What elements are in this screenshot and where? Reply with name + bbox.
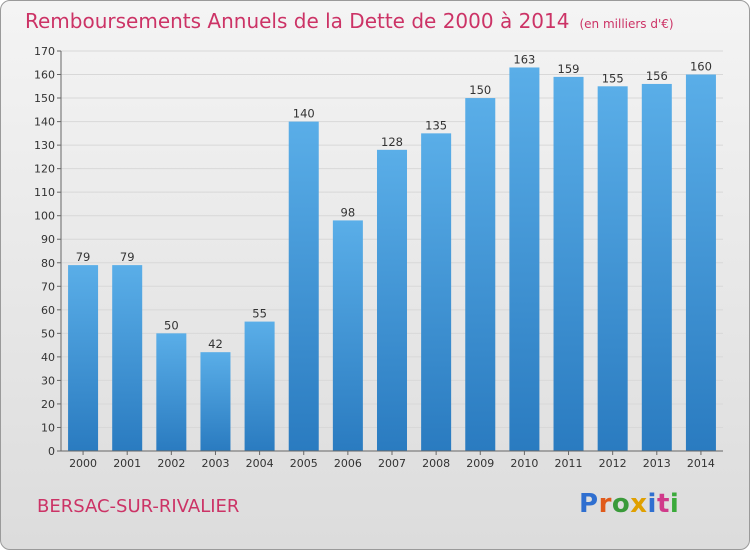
y-tick-label: 30 xyxy=(41,374,55,387)
bar-value-label-2012: 155 xyxy=(602,71,624,85)
commune-name: BERSAC-SUR-RIVALIER xyxy=(37,496,240,517)
bar-2002 xyxy=(156,333,187,451)
bar-value-label-2003: 42 xyxy=(208,337,223,351)
unit-note: (en milliers d'€) xyxy=(579,17,674,31)
bar-2004 xyxy=(244,321,275,451)
bar-2007 xyxy=(376,149,408,451)
bar-2010 xyxy=(509,67,540,452)
y-tick-label: 90 xyxy=(41,233,55,246)
x-tick-label-2012: 2012 xyxy=(599,457,627,470)
y-tick-label: 50 xyxy=(41,327,55,340)
y-tick-label: 100 xyxy=(34,210,55,223)
bars xyxy=(68,67,716,452)
bar-2005 xyxy=(288,121,319,452)
logo-letter: x xyxy=(630,489,648,519)
proxiti-logo: Proxiti xyxy=(579,489,679,519)
x-axis-tick-labels: 2000 2001 2002 2003 2004 2005 2006 2007 2008 2009… xyxy=(69,457,715,470)
bar-value-label-2007: 128 xyxy=(381,135,403,149)
logo-letter: i xyxy=(647,489,657,519)
bar-value-label-2005: 140 xyxy=(293,107,315,121)
bar-value-label-2004: 55 xyxy=(252,307,267,321)
bar-2013 xyxy=(641,83,672,452)
bar-value-label-2014: 160 xyxy=(690,60,712,74)
bar-value-labels: 79 79 50 42 55 140 98 128 135 150 163 159 155 156 160 xyxy=(76,52,712,351)
bar-value-label-2013: 156 xyxy=(646,69,668,83)
y-tick-label: 150 xyxy=(34,92,55,105)
axes xyxy=(60,51,723,455)
x-tick-label-2009: 2009 xyxy=(466,457,494,470)
logo-letter: r xyxy=(598,489,612,519)
x-tick-label-2010: 2010 xyxy=(510,457,538,470)
y-tick-label: 120 xyxy=(34,163,55,176)
logo-letter: t xyxy=(656,489,670,519)
x-tick-label-2005: 2005 xyxy=(290,457,318,470)
y-tick-label: 130 xyxy=(34,139,55,152)
bar-2014 xyxy=(685,74,716,451)
y-tick-label: 70 xyxy=(41,280,55,293)
logo-letter: i xyxy=(669,489,680,519)
bar-2009 xyxy=(465,98,496,451)
bar-2000 xyxy=(68,265,99,451)
logo-letter: P xyxy=(579,489,599,519)
bar-2012 xyxy=(597,86,628,451)
y-tick-label: 160 xyxy=(34,69,55,82)
x-tick-label-2004: 2004 xyxy=(246,457,274,470)
x-tick-label-2006: 2006 xyxy=(334,457,362,470)
x-tick-label-2011: 2011 xyxy=(555,457,583,470)
x-tick-label-2003: 2003 xyxy=(201,457,229,470)
bar-value-label-2009: 150 xyxy=(469,83,491,97)
x-tick-label-2014: 2014 xyxy=(687,457,715,470)
y-tick-label: 60 xyxy=(41,304,55,317)
bar-value-label-2006: 98 xyxy=(341,205,356,219)
chart-title-text: Remboursements Annuels de la Dette de 20… xyxy=(25,9,570,33)
x-tick-label-2000: 2000 xyxy=(69,457,97,470)
chart-title: Remboursements Annuels de la Dette de 20… xyxy=(25,9,674,33)
bar-2011 xyxy=(553,76,584,451)
logo-letter: o xyxy=(611,489,631,519)
bar-value-label-2010: 163 xyxy=(513,52,535,66)
bar-value-label-2002: 50 xyxy=(164,318,179,332)
y-tick-label: 110 xyxy=(34,186,55,199)
y-tick-label: 40 xyxy=(41,351,55,364)
bar-value-label-2011: 159 xyxy=(558,62,580,76)
bar-2006 xyxy=(332,220,363,451)
y-tick-label: 20 xyxy=(41,398,55,411)
x-tick-label-2013: 2013 xyxy=(643,457,671,470)
y-tick-label: 10 xyxy=(41,421,55,434)
bar-2001 xyxy=(112,265,143,451)
y-axis-tick-labels: 0 10 20 30 40 50 60 70 80 90 100 110 120 130 140 150 160… xyxy=(34,45,55,458)
bar-value-label-2008: 135 xyxy=(425,118,447,132)
bar-value-label-2001: 79 xyxy=(120,250,135,264)
y-tick-label: 0 xyxy=(48,445,55,458)
x-tick-label-2008: 2008 xyxy=(422,457,450,470)
x-tick-label-2001: 2001 xyxy=(113,457,141,470)
bar-value-label-2000: 79 xyxy=(76,250,91,264)
y-tick-label: 80 xyxy=(41,257,55,270)
bar-2003 xyxy=(200,352,231,451)
x-tick-label-2002: 2002 xyxy=(157,457,185,470)
y-tick-label: 140 xyxy=(34,116,55,129)
bar-2008 xyxy=(421,133,452,451)
x-tick-label-2007: 2007 xyxy=(378,457,406,470)
y-tick-label: 170 xyxy=(34,45,55,58)
